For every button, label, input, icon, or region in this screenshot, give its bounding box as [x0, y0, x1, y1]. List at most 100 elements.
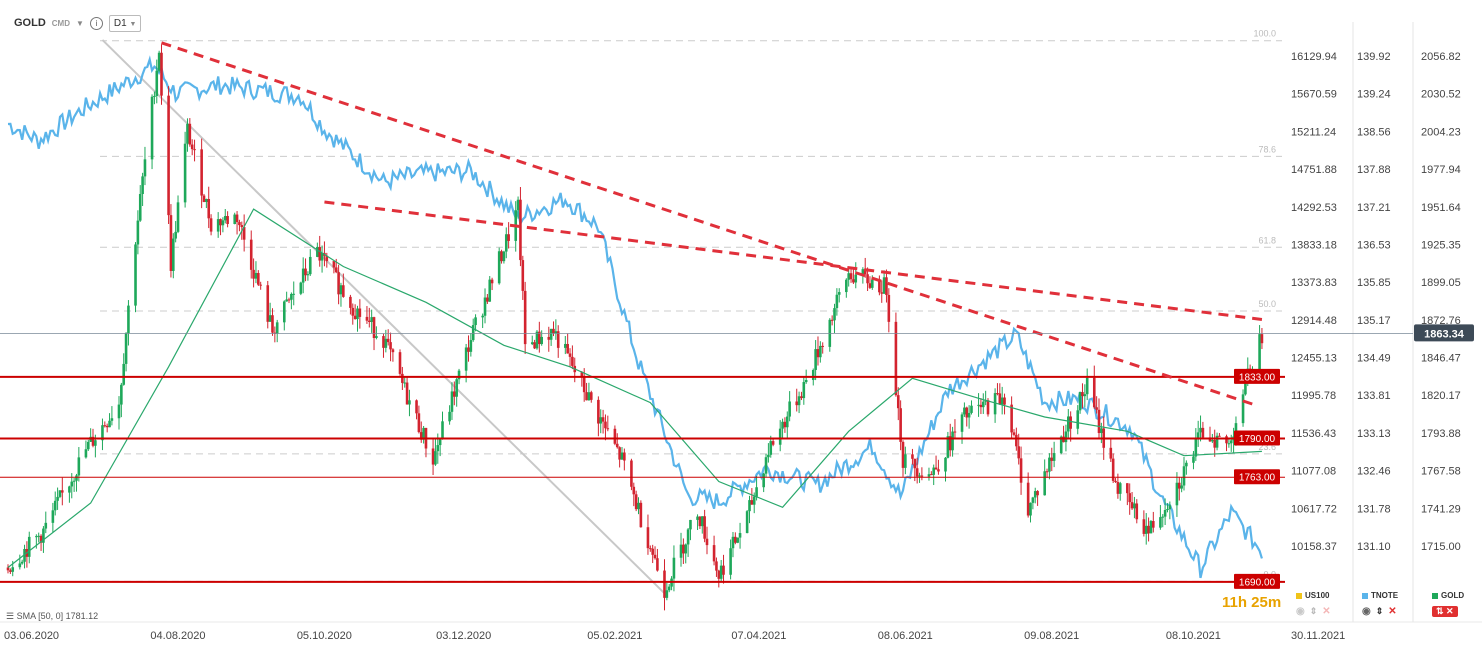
candle-body — [282, 301, 286, 323]
candle — [878, 275, 881, 296]
candle-body — [1213, 440, 1217, 448]
candle-body — [193, 149, 196, 151]
candle — [1048, 453, 1051, 480]
candle — [696, 514, 699, 531]
candle — [1163, 498, 1167, 525]
candle-body — [717, 570, 721, 579]
candle — [1114, 478, 1117, 483]
reorder-icon[interactable]: ⇕ — [1309, 606, 1318, 616]
candle — [292, 281, 296, 306]
candle-body — [1149, 521, 1153, 534]
candle-body — [1092, 377, 1096, 408]
gold-axis-tick: 1977.94 — [1421, 164, 1461, 176]
candle-body — [748, 500, 751, 512]
candle — [1177, 476, 1181, 501]
candle-body — [998, 393, 1002, 405]
candle — [124, 332, 128, 372]
candle — [781, 418, 784, 440]
candle — [287, 297, 291, 304]
fib-level-label: 50.0 — [1258, 299, 1276, 309]
candle-body — [403, 382, 407, 384]
close-icon[interactable]: ✕ — [1388, 606, 1397, 617]
candle — [349, 294, 352, 315]
eye-icon[interactable]: ◉ — [1362, 606, 1371, 617]
x-axis-tick: 30.11.2021 — [1291, 630, 1345, 642]
candle-body — [1135, 503, 1139, 520]
candle — [500, 249, 503, 264]
chevron-down-icon: ▼ — [129, 20, 137, 28]
candle — [679, 532, 683, 567]
candle — [849, 266, 853, 283]
candle — [800, 391, 803, 401]
candle-body — [370, 317, 373, 322]
us100-axis-tick: 16129.94 — [1291, 51, 1337, 63]
candle — [415, 399, 418, 420]
candle-body — [894, 321, 898, 396]
candle — [715, 557, 718, 577]
candle — [382, 333, 385, 358]
candle — [649, 545, 652, 552]
candle-body — [755, 487, 758, 497]
symbol-name[interactable]: GOLD — [14, 17, 46, 29]
candle-body — [436, 445, 440, 452]
candle-body — [580, 372, 584, 377]
candle — [885, 269, 888, 303]
settings-icon[interactable]: ⇅ ✕ — [1432, 606, 1458, 617]
tnote-axis-tick: 134.49 — [1357, 353, 1391, 365]
candle — [703, 509, 706, 543]
candle — [762, 472, 765, 493]
candle — [684, 543, 688, 564]
candle — [1135, 499, 1139, 524]
candle-body — [287, 299, 291, 301]
reorder-icon[interactable]: ⇕ — [1375, 606, 1384, 616]
chevron-down-icon[interactable]: ▼ — [76, 18, 84, 28]
candle — [845, 278, 848, 298]
candle — [1208, 426, 1212, 442]
eye-icon[interactable]: ◉ — [1296, 606, 1305, 617]
legend-tnote[interactable]: TNOTE ◉ ⇕ ✕ — [1362, 591, 1422, 631]
candle — [549, 328, 553, 346]
sma-indicator-label[interactable]: ☰ SMA [50, 0] 1781.12 — [6, 611, 98, 622]
candle-body — [455, 379, 458, 397]
candle-body — [868, 283, 872, 288]
info-icon[interactable]: i — [89, 16, 103, 30]
candle-body — [618, 447, 621, 460]
candle-body — [35, 536, 38, 538]
timeframe-select[interactable]: D1 ▼ — [108, 14, 142, 32]
candle — [306, 271, 310, 281]
candle — [1166, 503, 1169, 513]
legend-us100[interactable]: US100 ◉ ⇕ ✕ — [1296, 591, 1356, 631]
candle-body — [61, 490, 64, 493]
candle-body — [84, 449, 88, 458]
candle-body — [913, 458, 917, 469]
candle-body — [663, 570, 666, 598]
candle-body — [684, 544, 688, 554]
gold-axis-tick: 2056.82 — [1421, 51, 1461, 63]
candle-body — [271, 315, 274, 333]
candle-body — [1036, 491, 1039, 496]
candle — [930, 471, 933, 476]
candle-body — [325, 255, 329, 262]
legend-gold-label: GOLD — [1441, 591, 1465, 600]
candle-body — [110, 418, 114, 421]
candle-body — [375, 336, 378, 338]
candle-body — [207, 198, 211, 219]
candle-body — [689, 519, 692, 530]
candle-body — [571, 356, 574, 366]
close-icon[interactable]: ✕ — [1322, 606, 1331, 617]
candle — [665, 582, 669, 601]
candle — [183, 131, 187, 208]
support-badge — [1234, 469, 1280, 485]
candle-body — [833, 308, 836, 321]
tnote-series-line — [7, 55, 1263, 579]
candle — [750, 488, 754, 505]
candle-body — [653, 554, 657, 559]
candle-body — [519, 199, 522, 261]
candle-body — [911, 454, 914, 459]
legend-gold[interactable]: GOLD ⇅ ✕ — [1432, 591, 1482, 631]
candle — [282, 300, 286, 331]
candle — [1168, 501, 1172, 520]
candle — [882, 270, 886, 295]
candle-body — [752, 496, 756, 505]
